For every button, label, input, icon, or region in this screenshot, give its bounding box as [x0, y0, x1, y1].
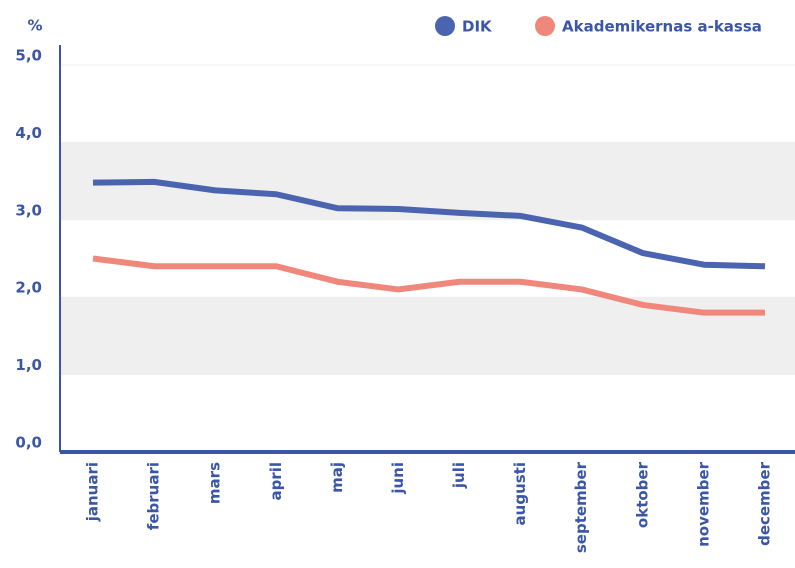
legend-swatch	[535, 16, 555, 36]
x-tick-label: mars	[206, 462, 224, 504]
x-tick-label: oktober	[633, 461, 651, 528]
grid-band	[60, 142, 795, 220]
x-tick-label: februari	[145, 462, 163, 530]
y-tick-label: 1,0	[15, 356, 42, 374]
series-line	[92, 178, 766, 270]
y-tick-label: 5,0	[15, 47, 42, 65]
y-tick-label: 0,0	[15, 434, 42, 452]
x-tick-label: september	[572, 461, 590, 553]
y-tick-label: 2,0	[15, 279, 42, 297]
x-tick-label: januari	[84, 462, 102, 522]
legend-label: DIK	[462, 18, 493, 36]
x-tick-label: augusti	[511, 462, 529, 525]
x-tick-label: juni	[389, 462, 407, 495]
x-tick-label: april	[267, 462, 285, 501]
x-tick-label: juli	[450, 462, 468, 489]
series-line	[92, 255, 765, 316]
y-tick-label: 4,0	[15, 124, 42, 142]
x-tick-label: december	[756, 461, 774, 546]
legend-swatch	[435, 16, 455, 36]
legend-label: Akademikernas a-kassa	[562, 18, 762, 36]
x-tick-label: maj	[328, 462, 346, 493]
y-axis-label: %	[27, 17, 42, 35]
y-tick-label: 3,0	[15, 201, 42, 219]
x-tick-label: november	[694, 461, 712, 546]
